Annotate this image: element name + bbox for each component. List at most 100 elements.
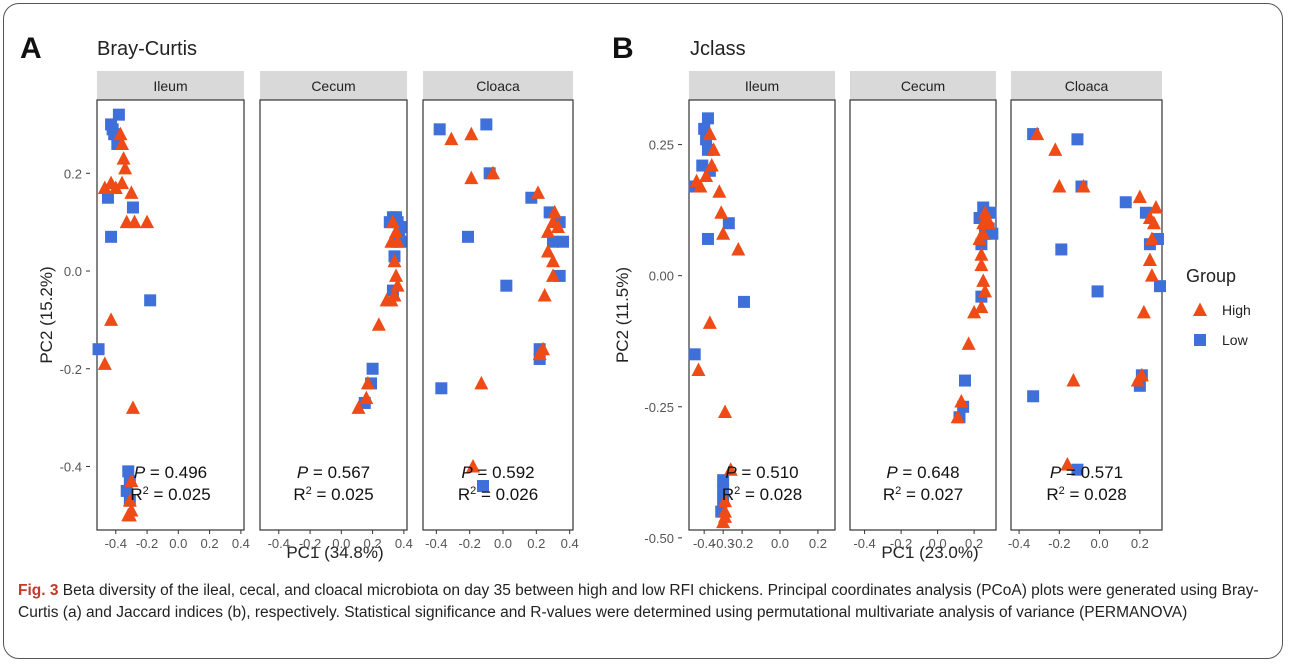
legend-label: High bbox=[1222, 302, 1251, 318]
r-superscript: 2 bbox=[143, 485, 149, 497]
r2-annotation: R2 = 0.027 bbox=[883, 485, 963, 504]
r-symbol: R bbox=[293, 485, 305, 504]
y-tick-label: 0.2 bbox=[64, 166, 82, 181]
legend-title: Group bbox=[1186, 266, 1236, 286]
low-point bbox=[101, 191, 114, 204]
x-tick-label: 0.2 bbox=[1131, 536, 1149, 551]
x-tick-label: -0.4 bbox=[105, 536, 127, 551]
high-point bbox=[474, 375, 489, 390]
high-point bbox=[390, 278, 405, 292]
high-point bbox=[124, 473, 139, 488]
x-tick-label: -0.2 bbox=[1048, 536, 1070, 551]
y-tick-label: 0.25 bbox=[649, 138, 674, 153]
high-point bbox=[113, 126, 128, 141]
x-tick-label: -0.4 bbox=[853, 536, 875, 551]
high-point bbox=[551, 219, 565, 234]
low-point bbox=[701, 112, 714, 125]
p-value: = 0.496 bbox=[145, 463, 207, 482]
low-point bbox=[433, 123, 446, 136]
p-value: = 0.567 bbox=[308, 463, 370, 482]
x-tick-label: -0.4 bbox=[1008, 536, 1030, 551]
high-point bbox=[1144, 268, 1159, 282]
p-symbol: P bbox=[725, 463, 737, 482]
r2-annotation: R2 = 0.028 bbox=[1046, 485, 1126, 504]
high-point bbox=[1030, 126, 1045, 141]
high-point bbox=[714, 205, 729, 219]
high-point bbox=[97, 180, 112, 194]
high-point bbox=[978, 283, 993, 298]
low-point bbox=[500, 279, 513, 292]
x-tick-label: 0.0 bbox=[494, 536, 512, 551]
facet-label: Cloaca bbox=[1065, 78, 1109, 94]
low-point bbox=[722, 217, 735, 230]
high-point bbox=[115, 175, 130, 190]
low-point bbox=[477, 480, 489, 493]
facet-cloaca: Cloaca -0.4 -0.2 0.0 0.2 P = 0.571 R2 = 0.028 bbox=[1008, 71, 1166, 551]
x-axis-label: PC1 (34.8%) bbox=[286, 543, 383, 562]
high-point bbox=[125, 400, 140, 414]
x-tick-label: 0.4 bbox=[232, 536, 250, 551]
high-point bbox=[351, 400, 366, 414]
high-point bbox=[486, 165, 500, 180]
x-tick-label: -0.2 bbox=[299, 536, 321, 551]
high-point bbox=[124, 185, 139, 199]
r-symbol: R bbox=[883, 485, 895, 504]
high-point bbox=[689, 173, 704, 188]
r-superscript: 2 bbox=[895, 485, 901, 497]
p-value-annotation: P = 0.496 bbox=[134, 463, 207, 482]
chart-panel-a: A Bray-Curtis 0.2 0.0 -0.2 -0.4 PC2 (15.2%) PC1… bbox=[20, 32, 579, 562]
p-symbol: P bbox=[134, 463, 146, 482]
high-point bbox=[532, 346, 547, 361]
facet-strip bbox=[1011, 71, 1162, 100]
high-point bbox=[716, 514, 731, 529]
low-point bbox=[1091, 285, 1104, 298]
high-point bbox=[974, 257, 989, 272]
x-tick-label: -0.2 bbox=[731, 536, 753, 551]
facet-plot-area bbox=[422, 99, 574, 531]
y-tick-label: -0.2 bbox=[60, 362, 82, 377]
high-point bbox=[1142, 252, 1157, 266]
high-point bbox=[97, 356, 112, 370]
high-point bbox=[1052, 179, 1067, 193]
low-point bbox=[688, 348, 701, 361]
p-value: = 0.571 bbox=[1061, 463, 1123, 482]
high-point bbox=[466, 458, 480, 473]
x-tick-label: -0.2 bbox=[136, 536, 158, 551]
high-point bbox=[360, 375, 375, 390]
x-tick-label: 0.4 bbox=[561, 536, 579, 551]
x-tick-label: 0.0 bbox=[1091, 536, 1109, 551]
p-value: = 0.510 bbox=[737, 463, 799, 482]
high-point bbox=[1076, 179, 1091, 193]
r2-value: = 0.027 bbox=[901, 485, 963, 504]
high-point bbox=[121, 507, 136, 522]
chart-title: Bray-Curtis bbox=[97, 38, 197, 60]
high-point bbox=[387, 253, 402, 268]
r-superscript: 2 bbox=[306, 485, 312, 497]
p-value-annotation: P = 0.592 bbox=[461, 463, 534, 482]
facet-label: Cecum bbox=[901, 78, 945, 94]
figure-canvas: A Bray-Curtis 0.2 0.0 -0.2 -0.4 PC2 (15.2%) PC1… bbox=[20, 32, 1251, 562]
low-point bbox=[112, 108, 125, 121]
x-tick-label: 0.4 bbox=[395, 536, 413, 551]
p-value-annotation: P = 0.571 bbox=[1050, 463, 1123, 482]
low-point bbox=[557, 235, 569, 248]
high-point bbox=[950, 409, 965, 424]
high-point bbox=[972, 231, 987, 245]
high-point bbox=[384, 234, 399, 248]
x-tick-label: -0.2 bbox=[458, 536, 480, 551]
facet-strip bbox=[423, 71, 573, 100]
low-point bbox=[1071, 463, 1084, 476]
low-point bbox=[435, 382, 448, 395]
facet-plot-area bbox=[259, 99, 408, 531]
low-point bbox=[462, 230, 474, 243]
p-value-annotation: P = 0.510 bbox=[725, 463, 798, 482]
high-point bbox=[702, 315, 717, 329]
legend-label: Low bbox=[1222, 332, 1249, 348]
x-tick-label: 0.2 bbox=[364, 536, 382, 551]
x-tick-label: 0.0 bbox=[332, 536, 350, 551]
high-point bbox=[967, 304, 982, 319]
high-point bbox=[704, 158, 719, 172]
r2-annotation: R2 = 0.026 bbox=[458, 485, 538, 504]
facet-label: Cecum bbox=[311, 78, 355, 94]
